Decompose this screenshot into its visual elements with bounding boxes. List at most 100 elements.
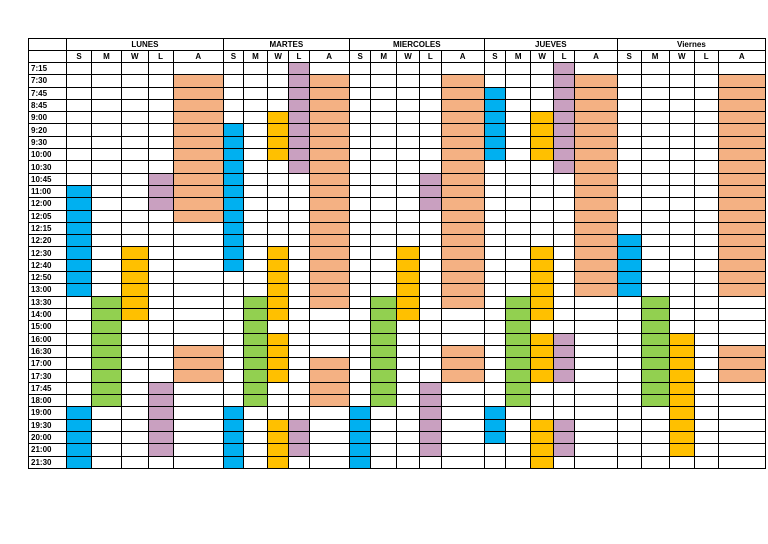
schedule-cell	[505, 172, 532, 186]
schedule-cell	[370, 418, 397, 432]
schedule-cell-filled	[308, 234, 350, 248]
schedule-cell-filled	[717, 197, 766, 211]
time-label: 13:30	[28, 295, 67, 309]
schedule-cell	[396, 61, 420, 76]
schedule-cell-filled	[147, 197, 174, 211]
schedule-cell-filled	[308, 184, 350, 199]
schedule-cell	[530, 172, 554, 186]
schedule-cell-filled	[440, 86, 485, 100]
schedule-cell	[147, 74, 174, 88]
schedule-cell-filled	[640, 369, 670, 383]
schedule-cell-filled	[172, 74, 224, 88]
schedule-cell	[147, 344, 174, 359]
schedule-cell	[616, 295, 642, 309]
schedule-cell	[172, 61, 224, 76]
schedule-cell-filled	[717, 86, 766, 100]
schedule-cell-filled	[530, 123, 554, 137]
schedule-cell-filled	[530, 135, 554, 150]
schedule-cell-filled	[308, 135, 350, 150]
time-label: 9:30	[28, 135, 67, 150]
schedule-cell	[419, 61, 442, 76]
schedule-cell	[91, 197, 122, 211]
schedule-cell-filled	[552, 135, 576, 150]
schedule-cell	[483, 443, 507, 457]
schedule-cell	[147, 135, 174, 150]
schedule-cell-filled	[308, 221, 350, 236]
schedule-cell-filled	[668, 418, 695, 432]
schedule-cell	[348, 369, 372, 383]
schedule-cell-filled	[222, 135, 245, 150]
schedule-cell	[717, 381, 766, 396]
schedule-cell	[483, 295, 507, 309]
time-label: 12:00	[28, 197, 67, 211]
schedule-cell	[693, 135, 719, 150]
schedule-cell	[668, 271, 695, 285]
schedule-cell	[147, 86, 174, 100]
subcolumn-header: A	[574, 50, 618, 63]
time-label: 8:45	[28, 98, 67, 113]
schedule-cell	[91, 258, 122, 273]
schedule-cell	[419, 111, 442, 125]
schedule-cell-filled	[552, 369, 576, 383]
schedule-cell-filled	[266, 258, 290, 273]
schedule-cell-filled	[530, 357, 554, 371]
time-label: 16:00	[28, 332, 67, 346]
schedule-cell	[668, 148, 695, 162]
schedule-cell-filled	[552, 344, 576, 359]
schedule-cell-filled	[266, 443, 290, 457]
schedule-cell	[693, 148, 719, 162]
schedule-cell	[419, 271, 442, 285]
schedule-cell	[147, 234, 174, 248]
schedule-cell-filled	[266, 430, 290, 445]
schedule-cell	[348, 394, 372, 408]
schedule-cell-filled	[147, 184, 174, 199]
time-row: 13:00	[28, 283, 766, 297]
time-label: 10:00	[28, 148, 67, 162]
schedule-cell	[616, 418, 642, 432]
schedule-cell-filled	[440, 74, 485, 88]
schedule-cell	[243, 234, 268, 248]
schedule-cell	[308, 332, 350, 346]
schedule-cell	[172, 271, 224, 285]
schedule-cell	[419, 86, 442, 100]
schedule-cell	[348, 197, 372, 211]
schedule-cell	[348, 74, 372, 88]
schedule-cell	[717, 455, 766, 469]
schedule-cell-filled	[65, 455, 93, 469]
time-label: 7:45	[28, 86, 67, 100]
schedule-cell-filled	[308, 209, 350, 223]
schedule-cell	[483, 61, 507, 76]
subcolumn-header: A	[172, 50, 224, 63]
schedule-cell-filled	[717, 148, 766, 162]
schedule-cell	[288, 271, 310, 285]
schedule-cell-filled	[65, 418, 93, 432]
time-row: 9:30	[28, 135, 766, 150]
time-row: 10:30	[28, 160, 766, 174]
schedule-cell	[483, 394, 507, 408]
time-row: 12:40	[28, 258, 766, 273]
day-header: Viernes	[616, 38, 766, 51]
schedule-cell-filled	[505, 394, 532, 408]
schedule-cell-filled	[120, 258, 149, 273]
schedule-cell	[91, 283, 122, 297]
time-label: 10:45	[28, 172, 67, 186]
schedule-cell-filled	[419, 443, 442, 457]
subcolumn-header: S	[616, 50, 642, 63]
schedule-cell	[396, 455, 420, 469]
schedule-cell-filled	[222, 418, 245, 432]
schedule-cell	[505, 123, 532, 137]
schedule-cell-filled	[308, 148, 350, 162]
schedule-cell	[530, 320, 554, 334]
schedule-cell	[147, 209, 174, 223]
schedule-cell	[288, 184, 310, 199]
schedule-cell-filled	[147, 406, 174, 420]
schedule-cell	[530, 61, 554, 76]
schedule-cell	[243, 258, 268, 273]
schedule-cell	[640, 455, 670, 469]
schedule-cell	[640, 148, 670, 162]
schedule-cell-filled	[530, 455, 554, 469]
schedule-cell	[505, 258, 532, 273]
schedule-cell-filled	[440, 172, 485, 186]
schedule-cell-filled	[65, 443, 93, 457]
